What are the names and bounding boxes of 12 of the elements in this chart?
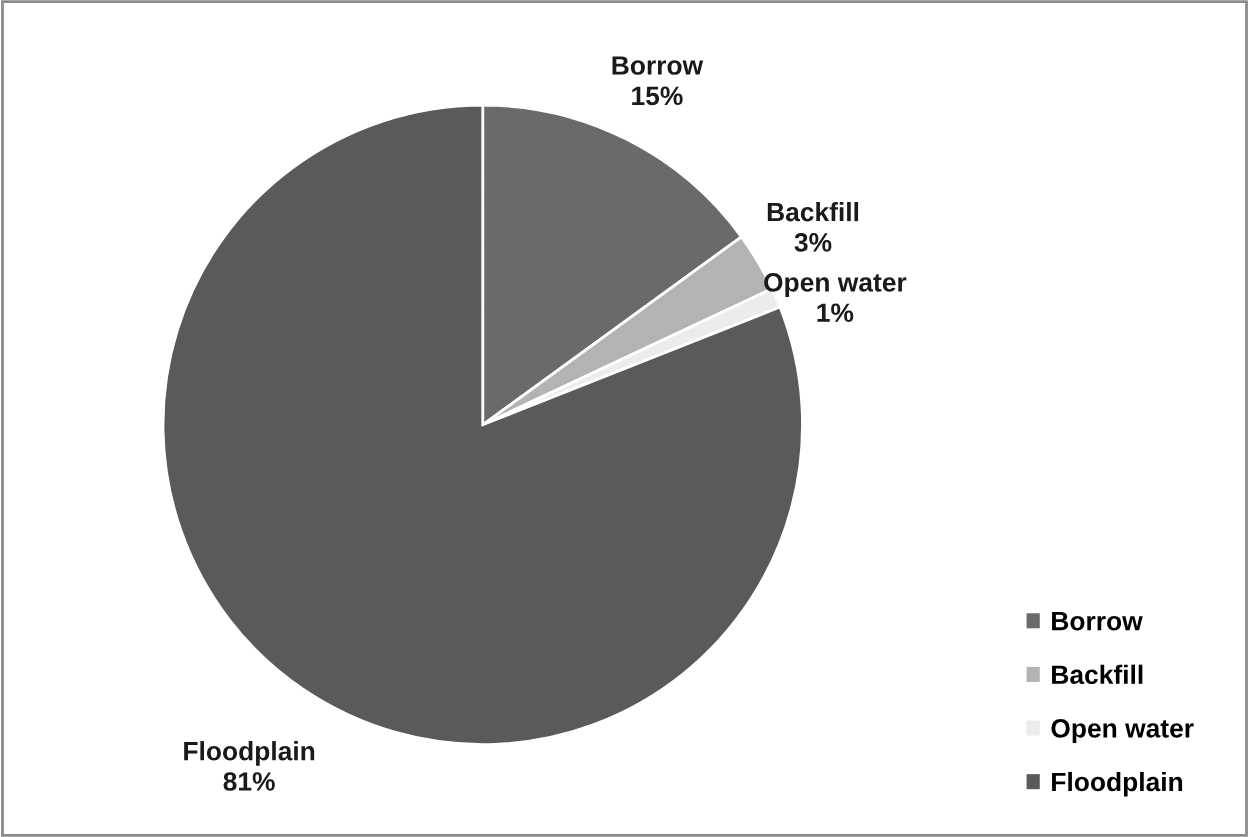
- legend-label: Floodplain: [1052, 771, 1183, 797]
- slice-label: Backfill: [767, 201, 859, 222]
- slice-label: Floodplain: [184, 741, 315, 766]
- data-label: 81%: [223, 772, 275, 791]
- legend-label: Borrow: [1052, 612, 1143, 631]
- data-label: 3%: [794, 233, 832, 252]
- data-label: 15%: [632, 86, 683, 106]
- slice-label: Open water: [764, 273, 907, 297]
- data-label: 1%: [817, 303, 854, 322]
- slice-label: Borrow: [612, 56, 704, 75]
- legend-label: Open water: [1051, 718, 1194, 743]
- legend-label: Backfill: [1052, 664, 1143, 685]
